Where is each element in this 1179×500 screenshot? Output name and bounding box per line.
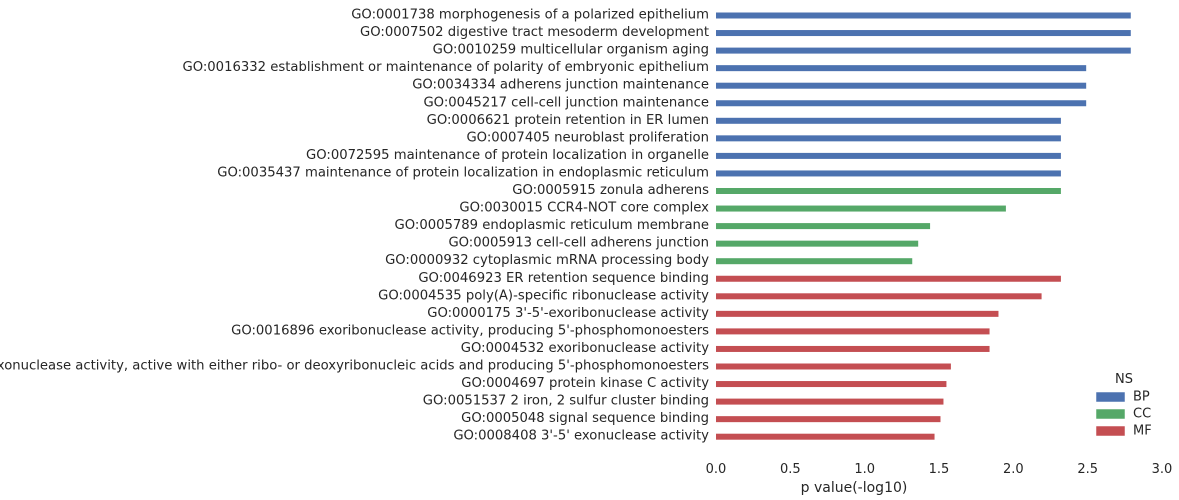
category-label: GO:0005915 zonula adherens — [512, 183, 709, 198]
category-label: GO:0006621 protein retention in ER lumen — [427, 113, 709, 128]
bar-mf — [716, 310, 999, 317]
category-label: GO:0016332 establishment or maintenance … — [182, 60, 709, 75]
category-label: GO:0030015 CCR4-NOT core complex — [459, 201, 709, 216]
legend-title: NS — [1115, 372, 1133, 387]
bar-bp — [716, 100, 1087, 107]
bar-mf — [716, 328, 990, 335]
category-label: GO:0005913 cell-cell adherens junction — [448, 236, 709, 251]
bar-bp — [716, 12, 1131, 19]
category-label: GO:0004532 exoribonuclease activity — [461, 341, 709, 356]
bar-cc — [716, 188, 1061, 194]
x-tick-label: 2.5 — [1077, 462, 1098, 477]
x-axis-label: p value(-log10) — [801, 480, 908, 496]
category-label: GO:0005789 endoplasmic reticulum membran… — [395, 218, 709, 233]
bar-mf — [716, 363, 951, 370]
bar-cc — [716, 258, 913, 265]
category-label: GO:0051537 2 iron, 2 sulfur cluster bind… — [423, 394, 709, 409]
category-label: GO:0004697 protein kinase C activity — [461, 376, 709, 391]
bar-cc — [716, 240, 919, 247]
bar-mf — [716, 433, 935, 440]
category-label: GO:0010259 multicellular organism aging — [433, 43, 709, 58]
legend-swatch-cc — [1095, 408, 1126, 420]
category-label: GO:0007405 neuroblast proliferation — [466, 130, 709, 145]
bar-bp — [716, 170, 1061, 177]
legend-entries: BP CC MF — [1095, 390, 1152, 439]
legend-label-cc: CC — [1133, 407, 1151, 422]
bar-bp — [716, 30, 1131, 37]
bar-cc — [716, 223, 931, 230]
x-tick-label: 2.0 — [1003, 462, 1024, 477]
category-label: GO:0000175 3'-5'-exoribonuclease activit… — [427, 306, 709, 321]
x-ticks-group: 0.0 0.5 1.0 1.5 2.0 2.5 3.0 — [706, 462, 1173, 477]
category-label: GO:0045217 cell-cell junction maintenanc… — [423, 95, 709, 110]
category-label: GO:0016796 exonuclease activity, active … — [0, 359, 709, 374]
legend-swatch-mf — [1095, 425, 1126, 437]
x-tick-label: 0.0 — [706, 462, 727, 477]
x-tick-label: 0.5 — [780, 462, 801, 477]
category-label: GO:0072595 maintenance of protein locali… — [306, 148, 709, 163]
legend-swatch-bp — [1095, 391, 1126, 403]
bar-mf — [716, 416, 941, 423]
x-tick-label: 1.5 — [929, 462, 950, 477]
bar-bp — [716, 65, 1087, 72]
category-labels-group: GO:0001738 morphogenesis of a polarized … — [0, 8, 709, 444]
category-label: GO:0016896 exoribonuclease activity, pro… — [231, 323, 709, 338]
category-label: GO:0046923 ER retention sequence binding — [418, 271, 709, 286]
bars-group — [716, 12, 1131, 440]
category-label: GO:0004535 poly(A)-specific ribonuclease… — [378, 288, 709, 303]
legend-label-mf: MF — [1133, 424, 1152, 439]
bar-bp — [716, 135, 1061, 142]
bar-cc — [716, 205, 1006, 212]
category-label: GO:0035437 maintenance of protein locali… — [217, 165, 709, 180]
category-label: GO:0034334 adherens junction maintenance — [412, 78, 709, 93]
bar-mf — [716, 345, 990, 352]
category-label: GO:0001738 morphogenesis of a polarized … — [351, 8, 709, 23]
category-label: GO:0005048 signal sequence binding — [461, 411, 709, 426]
bar-mf — [716, 293, 1042, 300]
category-label: GO:0000932 cytoplasmic mRNA processing b… — [385, 253, 709, 268]
bar-bp — [716, 47, 1131, 54]
x-tick-label: 3.0 — [1152, 462, 1173, 477]
bar-bp — [716, 117, 1061, 124]
bar-mf — [716, 381, 947, 388]
legend: NS BP CC MF — [1095, 372, 1152, 439]
bar-bp — [716, 82, 1087, 89]
bar-mf — [716, 398, 944, 405]
bar-bp — [716, 152, 1061, 159]
x-tick-label: 1.0 — [854, 462, 875, 477]
legend-label-bp: BP — [1133, 390, 1150, 405]
category-label: GO:0007502 digestive tract mesoderm deve… — [360, 25, 709, 40]
bar-mf — [716, 275, 1061, 282]
category-label: GO:0008408 3'-5' exonuclease activity — [453, 429, 709, 444]
